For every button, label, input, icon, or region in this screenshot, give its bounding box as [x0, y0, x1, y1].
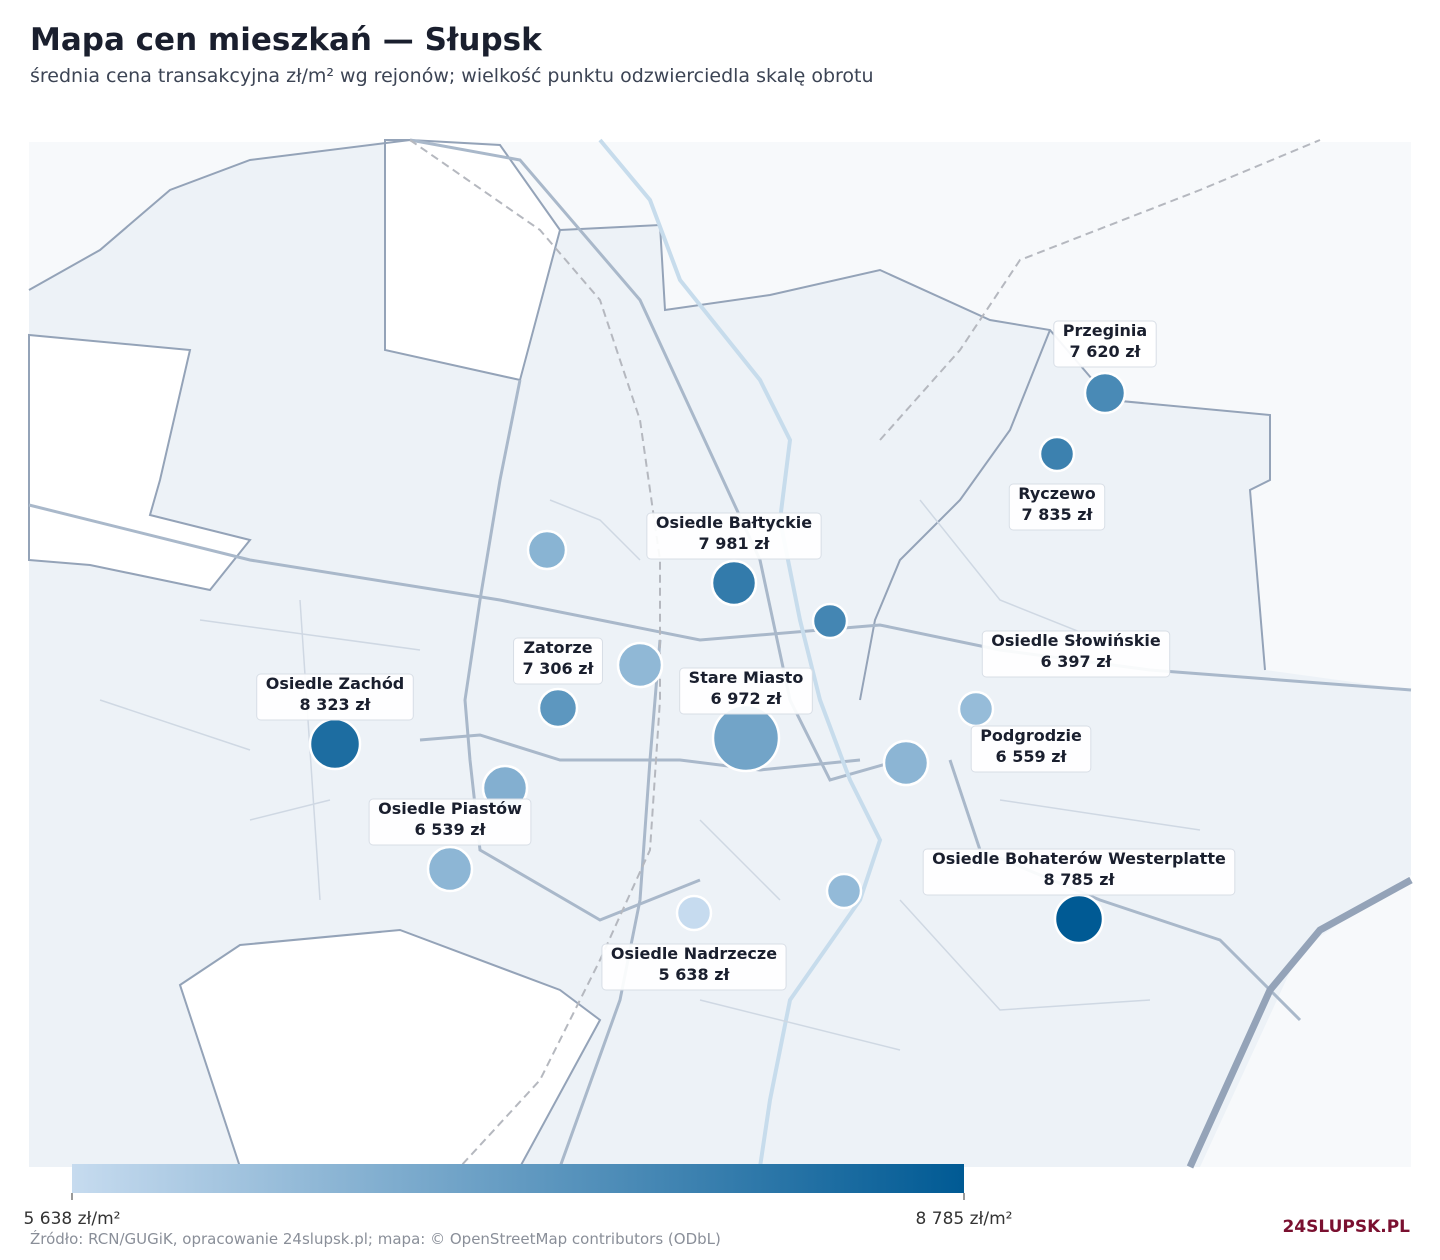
district-price: 6 539 zł [415, 820, 487, 839]
label-box [679, 667, 813, 715]
district-point [308, 717, 362, 771]
district-point [526, 529, 568, 571]
district-price: 6 397 zł [1041, 652, 1113, 671]
district-price: 7 306 zł [523, 659, 595, 678]
title: Mapa cen mieszkań — Słupsk [30, 22, 543, 58]
basemap [28, 138, 1413, 1169]
district-price: 7 620 zł [1070, 342, 1142, 361]
district-point [825, 872, 863, 910]
label-box [368, 798, 532, 846]
label-box [601, 943, 787, 991]
district-point [1083, 371, 1127, 415]
source: Źródło: RCN/GUGiK, opracowanie 24slupsk.… [30, 1229, 721, 1248]
district-point [616, 641, 664, 689]
district-name: Podgrodzie [980, 726, 1082, 745]
label-box [513, 637, 603, 685]
district-name: Osiedle Nadrzecze [611, 944, 777, 963]
colorbar [72, 1164, 964, 1193]
district-price: 5 638 zł [659, 965, 731, 984]
district-name: Osiedle Bohaterów Westerplatte [932, 849, 1226, 868]
label-box [1053, 320, 1157, 368]
label-box [646, 512, 822, 560]
district-point [811, 602, 849, 640]
district-price: 8 785 zł [1044, 870, 1116, 889]
district-price: 6 559 zł [996, 747, 1068, 766]
district-point [882, 739, 930, 787]
district-point [426, 845, 474, 893]
district-name: Ryczewo [1018, 484, 1095, 503]
label-box [970, 725, 1092, 773]
label-box [256, 673, 414, 721]
district-name: Zatorze [523, 638, 592, 657]
district-price: 7 835 zł [1022, 505, 1094, 524]
label-box [1008, 483, 1106, 531]
district-price: 6 972 zł [711, 689, 783, 708]
label-box [981, 630, 1171, 678]
district-name: Osiedle Słowińskie [991, 631, 1161, 650]
district-point [1038, 435, 1076, 473]
subtitle: średnia cena transakcyjna zł/m² wg rejon… [30, 65, 874, 87]
district-point [675, 894, 713, 932]
district-name: Przeginia [1063, 321, 1147, 340]
district-price: 7 981 zł [699, 534, 771, 553]
district-point [710, 559, 758, 607]
district-price: 8 323 zł [300, 695, 372, 714]
colorbar-tick-label: 8 785 zł/m² [916, 1209, 1013, 1229]
label-box [922, 848, 1236, 896]
district-point [957, 690, 995, 728]
district-name: Osiedle Zachód [266, 674, 405, 693]
district-point [711, 703, 781, 773]
district-name: Osiedle Piastów [378, 799, 522, 818]
district-point [537, 687, 579, 729]
district-name: Stare Miasto [689, 668, 804, 687]
district-point [1053, 893, 1105, 945]
logo: 24SLUPSK.PL [1282, 1217, 1410, 1237]
district-name: Osiedle Bałtyckie [656, 513, 812, 532]
colorbar-tick-label: 5 638 zł/m² [24, 1209, 121, 1229]
